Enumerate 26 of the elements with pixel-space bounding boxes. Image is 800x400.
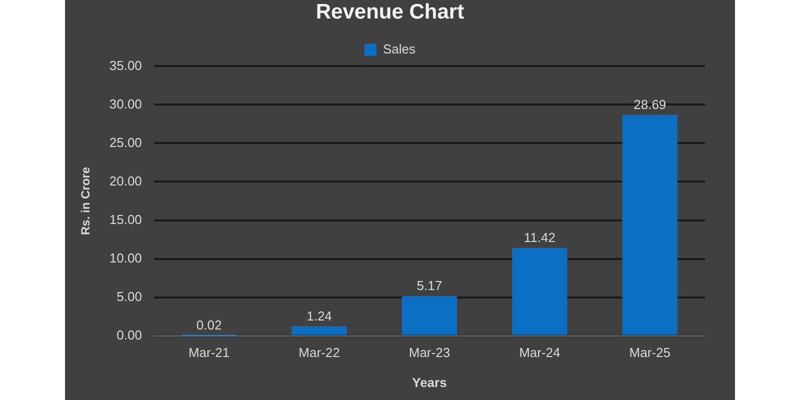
x-tick-label: Mar-21	[188, 345, 230, 360]
bar	[622, 114, 678, 335]
x-tick-label: Mar-24	[519, 345, 560, 360]
x-tick-label: Mar-22	[298, 345, 340, 360]
y-axis-title: Rs. in Crore	[78, 166, 93, 236]
data-label: 28.69	[634, 96, 666, 112]
y-tick-label: 15.00	[109, 212, 142, 227]
bar	[402, 296, 458, 335]
y-tick-label: 30.00	[109, 96, 142, 112]
x-tick-label: Mar-23	[408, 345, 450, 360]
x-axis-title: Years	[412, 374, 447, 390]
data-label: 0.02	[196, 318, 222, 333]
y-tick-label: 0.00	[116, 327, 142, 342]
legend-label: Sales	[382, 41, 416, 56]
x-tick-label: Mar-25	[629, 345, 670, 360]
chart-title: Revenue Chart	[316, 0, 464, 24]
y-tick-label: 25.00	[109, 134, 142, 150]
y-tick-label: 20.00	[109, 173, 142, 188]
y-tick-label: 10.00	[109, 250, 142, 266]
bar	[512, 248, 568, 335]
data-label: 1.24	[306, 308, 332, 324]
data-label: 11.42	[524, 230, 556, 245]
y-tick-label: 5.00	[116, 288, 142, 304]
bar	[292, 326, 347, 335]
data-label: 5.17	[416, 278, 442, 294]
y-tick-label: 35.00	[109, 58, 142, 73]
